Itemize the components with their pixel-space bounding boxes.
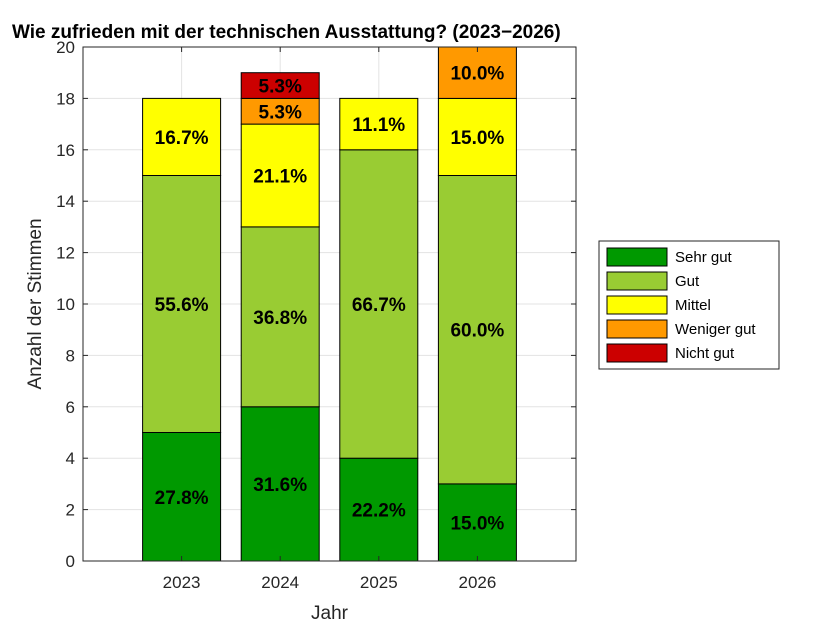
y-tick-label: 16: [56, 141, 75, 160]
bar-segment: [240, 406, 320, 562]
data-label: 15.0%: [450, 128, 504, 149]
x-tick-label: 2026: [458, 573, 496, 592]
bar-segment: [437, 175, 517, 485]
legend-swatch: [606, 343, 668, 363]
legend-swatch: [606, 319, 668, 339]
bar-segment: [437, 97, 517, 176]
data-label: 55.6%: [155, 295, 209, 316]
bar-segment: [437, 483, 517, 562]
y-tick-label: 0: [66, 552, 75, 571]
data-label: 31.6%: [253, 475, 307, 496]
data-label: 10.0%: [450, 64, 504, 85]
legend-label: Gut: [675, 273, 700, 290]
data-label: 66.7%: [352, 295, 406, 316]
bar-segment: [437, 46, 517, 99]
chart-title: Wie zufrieden mit der technischen Aussta…: [12, 22, 561, 43]
data-label: 11.1%: [352, 115, 405, 136]
x-axis-label: Jahr: [311, 603, 349, 624]
bar-segment: [240, 226, 320, 408]
y-tick-label: 6: [66, 398, 75, 417]
bar-segment: [142, 175, 222, 433]
data-label: 16.7%: [155, 128, 209, 149]
y-tick-label: 20: [56, 38, 75, 57]
y-tick-label: 18: [56, 89, 75, 108]
bar-segment: [240, 72, 320, 99]
y-tick-label: 8: [66, 346, 75, 365]
y-tick-label: 14: [56, 192, 75, 211]
data-label: 5.3%: [259, 102, 302, 123]
axis-ticks: 0 2 4 6 8 10 12 14 16 18 20 2023 2024 2025 2026: [56, 38, 576, 592]
bar-segment: [240, 97, 320, 125]
legend-label: Nicht gut: [675, 345, 735, 362]
bar-segment: [339, 149, 419, 459]
x-tick-label: 2024: [261, 573, 299, 592]
x-tick-label: 2023: [163, 573, 201, 592]
y-tick-label: 12: [56, 244, 75, 263]
data-label: 22.2%: [352, 501, 406, 522]
data-label: 60.0%: [450, 321, 504, 342]
bars: 27.8% 55.6% 16.7% 31.6% 36.8% 21.1% 5.3% 5.3% 22…: [142, 46, 517, 562]
data-label: 27.8%: [155, 488, 209, 509]
data-label: 36.8%: [253, 308, 307, 329]
data-label: 5.3%: [259, 77, 302, 98]
legend-label: Weniger gut: [675, 321, 756, 338]
legend-swatch: [606, 247, 668, 267]
y-tick-label: 4: [66, 449, 75, 468]
bar-segment: [142, 97, 222, 176]
data-label: 15.0%: [450, 513, 504, 534]
legend-swatch: [606, 295, 668, 315]
legend: Sehr gut Gut Mittel Weniger gut Nicht gut: [598, 240, 780, 370]
legend-label: Mittel: [675, 297, 711, 314]
legend-label: Sehr gut: [675, 249, 733, 266]
legend-swatch: [606, 271, 668, 291]
bar-segment: [240, 123, 320, 228]
data-label: 21.1%: [253, 167, 307, 188]
x-tick-label: 2025: [360, 573, 398, 592]
bar-segment: [339, 97, 419, 151]
y-tick-label: 2: [66, 501, 75, 520]
y-tick-label: 10: [56, 295, 75, 314]
y-axis-label: Anzahl der Stimmen: [25, 218, 46, 389]
